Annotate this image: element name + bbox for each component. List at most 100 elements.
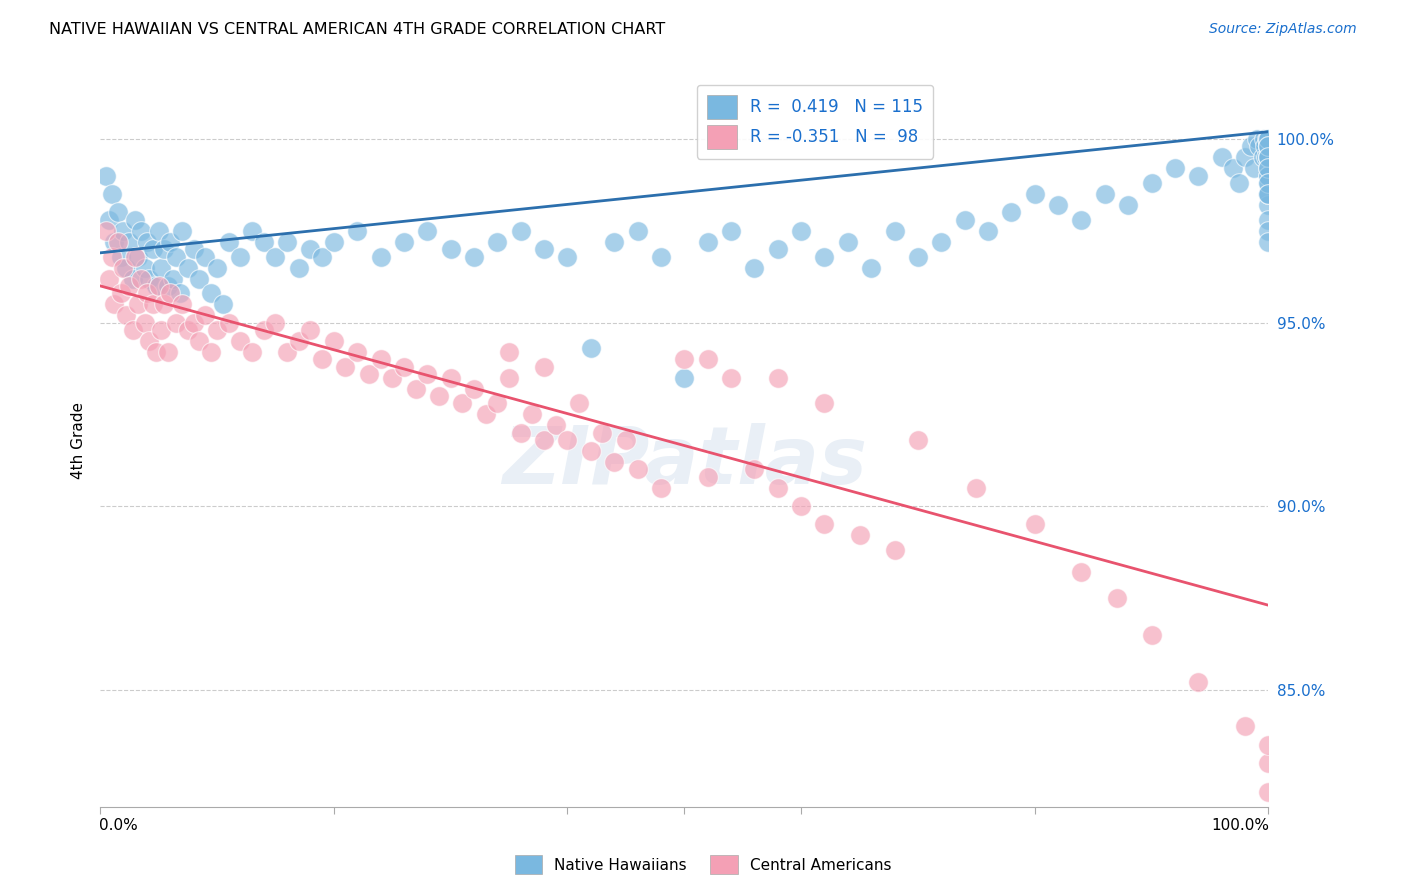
Point bbox=[159, 235, 181, 249]
Point bbox=[1024, 517, 1046, 532]
Point bbox=[1257, 187, 1279, 202]
Point bbox=[522, 408, 544, 422]
Point bbox=[322, 235, 344, 249]
Point bbox=[766, 242, 789, 256]
Point bbox=[311, 352, 333, 367]
Point bbox=[848, 528, 870, 542]
Point bbox=[766, 370, 789, 384]
Point bbox=[112, 260, 135, 275]
Point bbox=[1256, 132, 1278, 146]
Point bbox=[211, 297, 233, 311]
Text: 100.0%: 100.0% bbox=[1212, 818, 1270, 833]
Point bbox=[790, 224, 813, 238]
Point bbox=[194, 308, 217, 322]
Point bbox=[253, 235, 276, 249]
Point bbox=[1257, 176, 1279, 190]
Point bbox=[1140, 176, 1163, 190]
Point bbox=[1257, 187, 1279, 202]
Point bbox=[276, 235, 298, 249]
Point bbox=[1116, 198, 1139, 212]
Point bbox=[107, 205, 129, 219]
Point bbox=[696, 469, 718, 483]
Point bbox=[145, 278, 167, 293]
Point bbox=[145, 345, 167, 359]
Point bbox=[486, 396, 509, 410]
Point bbox=[509, 425, 531, 440]
Point bbox=[1254, 139, 1277, 153]
Point bbox=[486, 235, 509, 249]
Point bbox=[149, 260, 172, 275]
Point bbox=[169, 286, 191, 301]
Point bbox=[153, 297, 176, 311]
Point bbox=[103, 297, 125, 311]
Point bbox=[568, 396, 591, 410]
Point bbox=[170, 224, 193, 238]
Point bbox=[626, 462, 648, 476]
Point bbox=[1070, 565, 1092, 579]
Point bbox=[673, 352, 696, 367]
Point bbox=[1187, 675, 1209, 690]
Text: Source: ZipAtlas.com: Source: ZipAtlas.com bbox=[1209, 22, 1357, 37]
Point bbox=[744, 462, 766, 476]
Point bbox=[883, 543, 905, 558]
Point bbox=[101, 187, 124, 202]
Point bbox=[1257, 198, 1279, 212]
Point bbox=[107, 235, 129, 249]
Point bbox=[138, 271, 160, 285]
Point bbox=[1227, 176, 1250, 190]
Point bbox=[264, 250, 287, 264]
Point bbox=[134, 260, 156, 275]
Point bbox=[451, 396, 474, 410]
Point bbox=[114, 308, 136, 322]
Point bbox=[112, 224, 135, 238]
Point bbox=[907, 250, 929, 264]
Point bbox=[929, 235, 952, 249]
Point bbox=[474, 408, 496, 422]
Point bbox=[240, 224, 263, 238]
Point bbox=[837, 235, 859, 249]
Point bbox=[148, 278, 170, 293]
Point bbox=[101, 250, 124, 264]
Point bbox=[463, 382, 485, 396]
Point bbox=[148, 224, 170, 238]
Point bbox=[579, 341, 602, 355]
Point bbox=[439, 370, 461, 384]
Point bbox=[953, 212, 976, 227]
Point bbox=[322, 334, 344, 348]
Point bbox=[1234, 150, 1257, 164]
Point bbox=[1070, 212, 1092, 227]
Point bbox=[1164, 161, 1187, 176]
Point bbox=[1257, 139, 1279, 153]
Point bbox=[142, 242, 165, 256]
Point bbox=[205, 260, 228, 275]
Point bbox=[229, 334, 252, 348]
Point bbox=[1257, 139, 1279, 153]
Point bbox=[129, 224, 152, 238]
Point bbox=[813, 517, 835, 532]
Point bbox=[1257, 169, 1279, 183]
Point bbox=[907, 433, 929, 447]
Point bbox=[142, 297, 165, 311]
Point bbox=[177, 260, 200, 275]
Point bbox=[127, 250, 149, 264]
Point bbox=[165, 316, 187, 330]
Point bbox=[229, 250, 252, 264]
Point bbox=[533, 242, 555, 256]
Point bbox=[544, 418, 567, 433]
Point bbox=[1257, 224, 1279, 238]
Point bbox=[673, 370, 696, 384]
Point bbox=[276, 345, 298, 359]
Point bbox=[129, 271, 152, 285]
Point bbox=[1000, 205, 1022, 219]
Point bbox=[1243, 161, 1265, 176]
Point bbox=[1246, 132, 1268, 146]
Point bbox=[1257, 169, 1279, 183]
Point bbox=[1140, 627, 1163, 641]
Point bbox=[533, 359, 555, 374]
Point bbox=[335, 359, 357, 374]
Point bbox=[1257, 212, 1279, 227]
Point bbox=[603, 455, 626, 469]
Point bbox=[1240, 139, 1263, 153]
Point bbox=[1257, 132, 1279, 146]
Point bbox=[1257, 139, 1279, 153]
